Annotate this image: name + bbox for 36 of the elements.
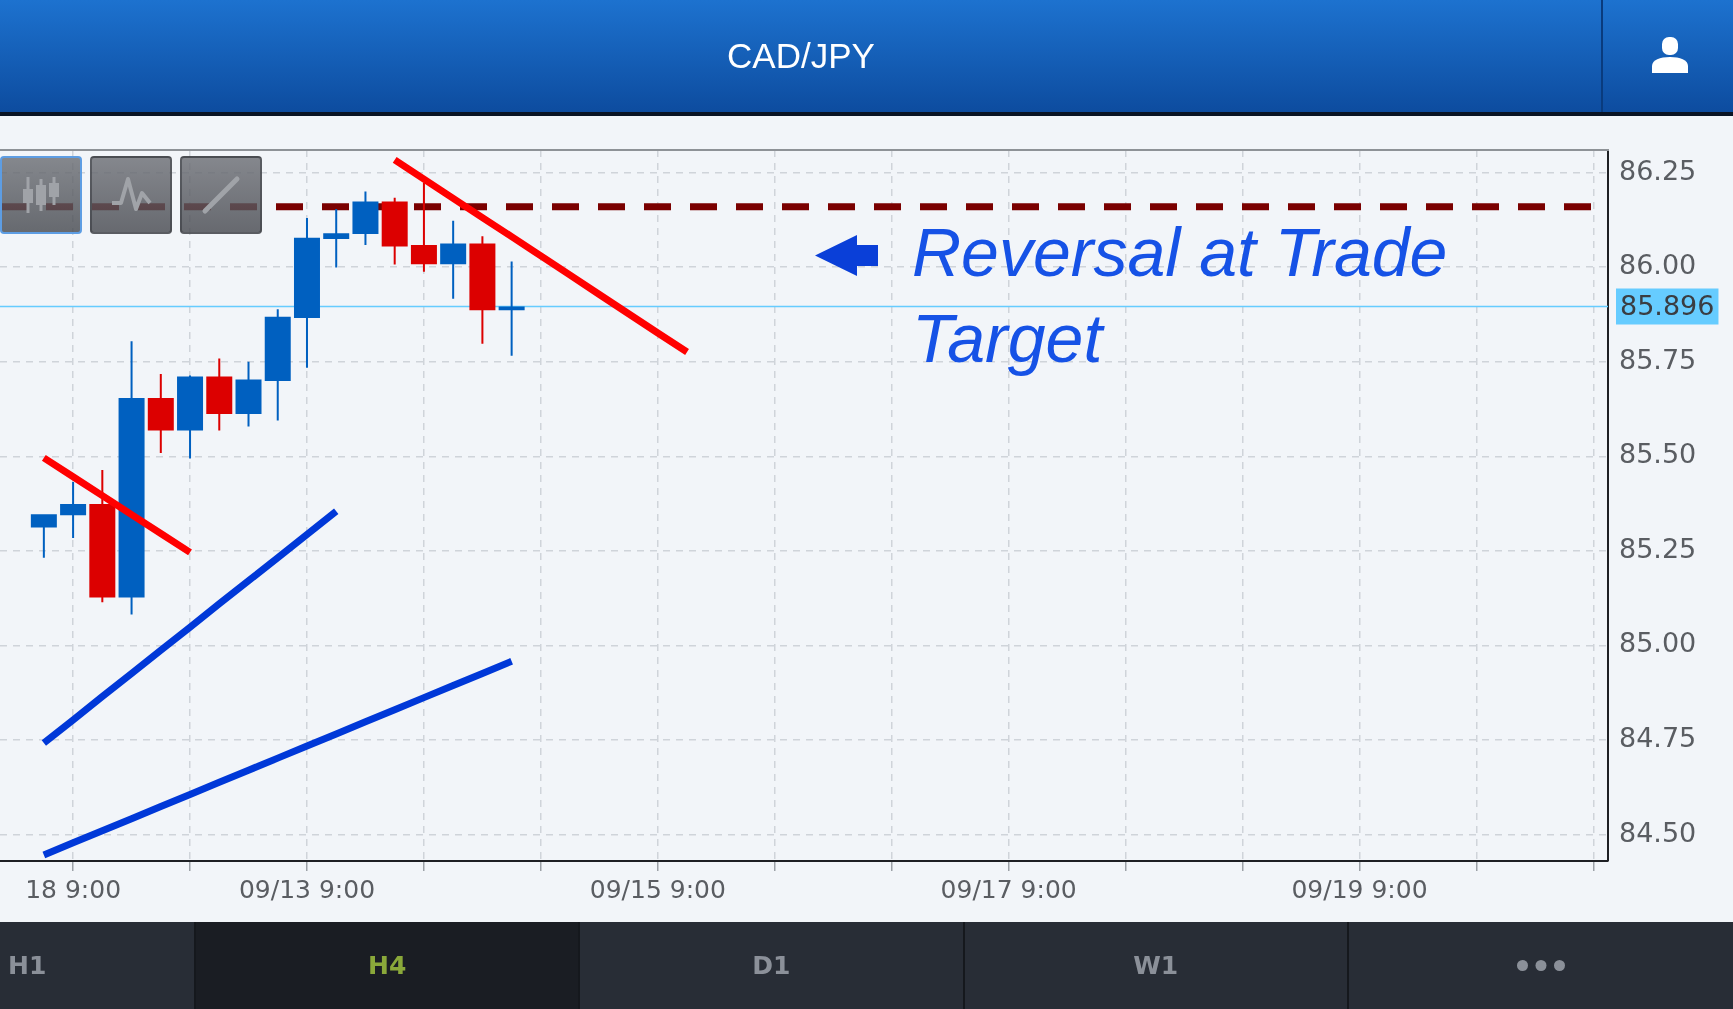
candlestick	[30, 514, 57, 558]
candlestick	[264, 309, 291, 421]
text: D1	[752, 951, 791, 980]
candlestick	[498, 261, 525, 356]
annotation: Reversal at Trade Target	[912, 214, 1448, 376]
candlestick	[89, 469, 116, 603]
x-tick-label: 09/13 9:00	[238, 874, 376, 904]
candlestick	[60, 482, 87, 539]
y-tick-label: 84.50	[1619, 816, 1697, 848]
y-tick-label: 85.50	[1619, 438, 1697, 470]
x-tick-label: 09/17 9:00	[940, 874, 1077, 904]
candlestick	[410, 182, 437, 272]
y-tick-label: 85.25	[1619, 532, 1697, 564]
text: H4	[367, 951, 407, 980]
candlestick	[381, 197, 408, 265]
candlestick	[293, 218, 320, 368]
candlestick	[235, 361, 262, 427]
candlestick	[206, 358, 233, 431]
chart-title: CAD/JPY	[726, 35, 876, 77]
x-tick-label: 09/15 9:00	[589, 874, 726, 904]
y-tick-label: 85.75	[1619, 343, 1697, 375]
candlestick	[323, 209, 350, 268]
ref-line-label: 85.896	[1620, 289, 1715, 321]
candlestick	[147, 373, 174, 453]
text: H1	[8, 951, 47, 980]
candlestick	[469, 236, 496, 344]
y-tick-label: 84.75	[1619, 721, 1697, 753]
text: W1	[1133, 951, 1179, 980]
candlestick	[440, 220, 467, 299]
candlestick	[177, 375, 204, 459]
candlestick	[352, 191, 379, 245]
x-tick-label: 18 9:00	[25, 874, 122, 904]
y-tick-label: 86.00	[1619, 249, 1697, 281]
y-tick-label: 85.00	[1619, 627, 1697, 659]
y-tick-label: 86.25	[1619, 154, 1697, 186]
x-tick-label: 09/19 9:00	[1291, 874, 1428, 904]
